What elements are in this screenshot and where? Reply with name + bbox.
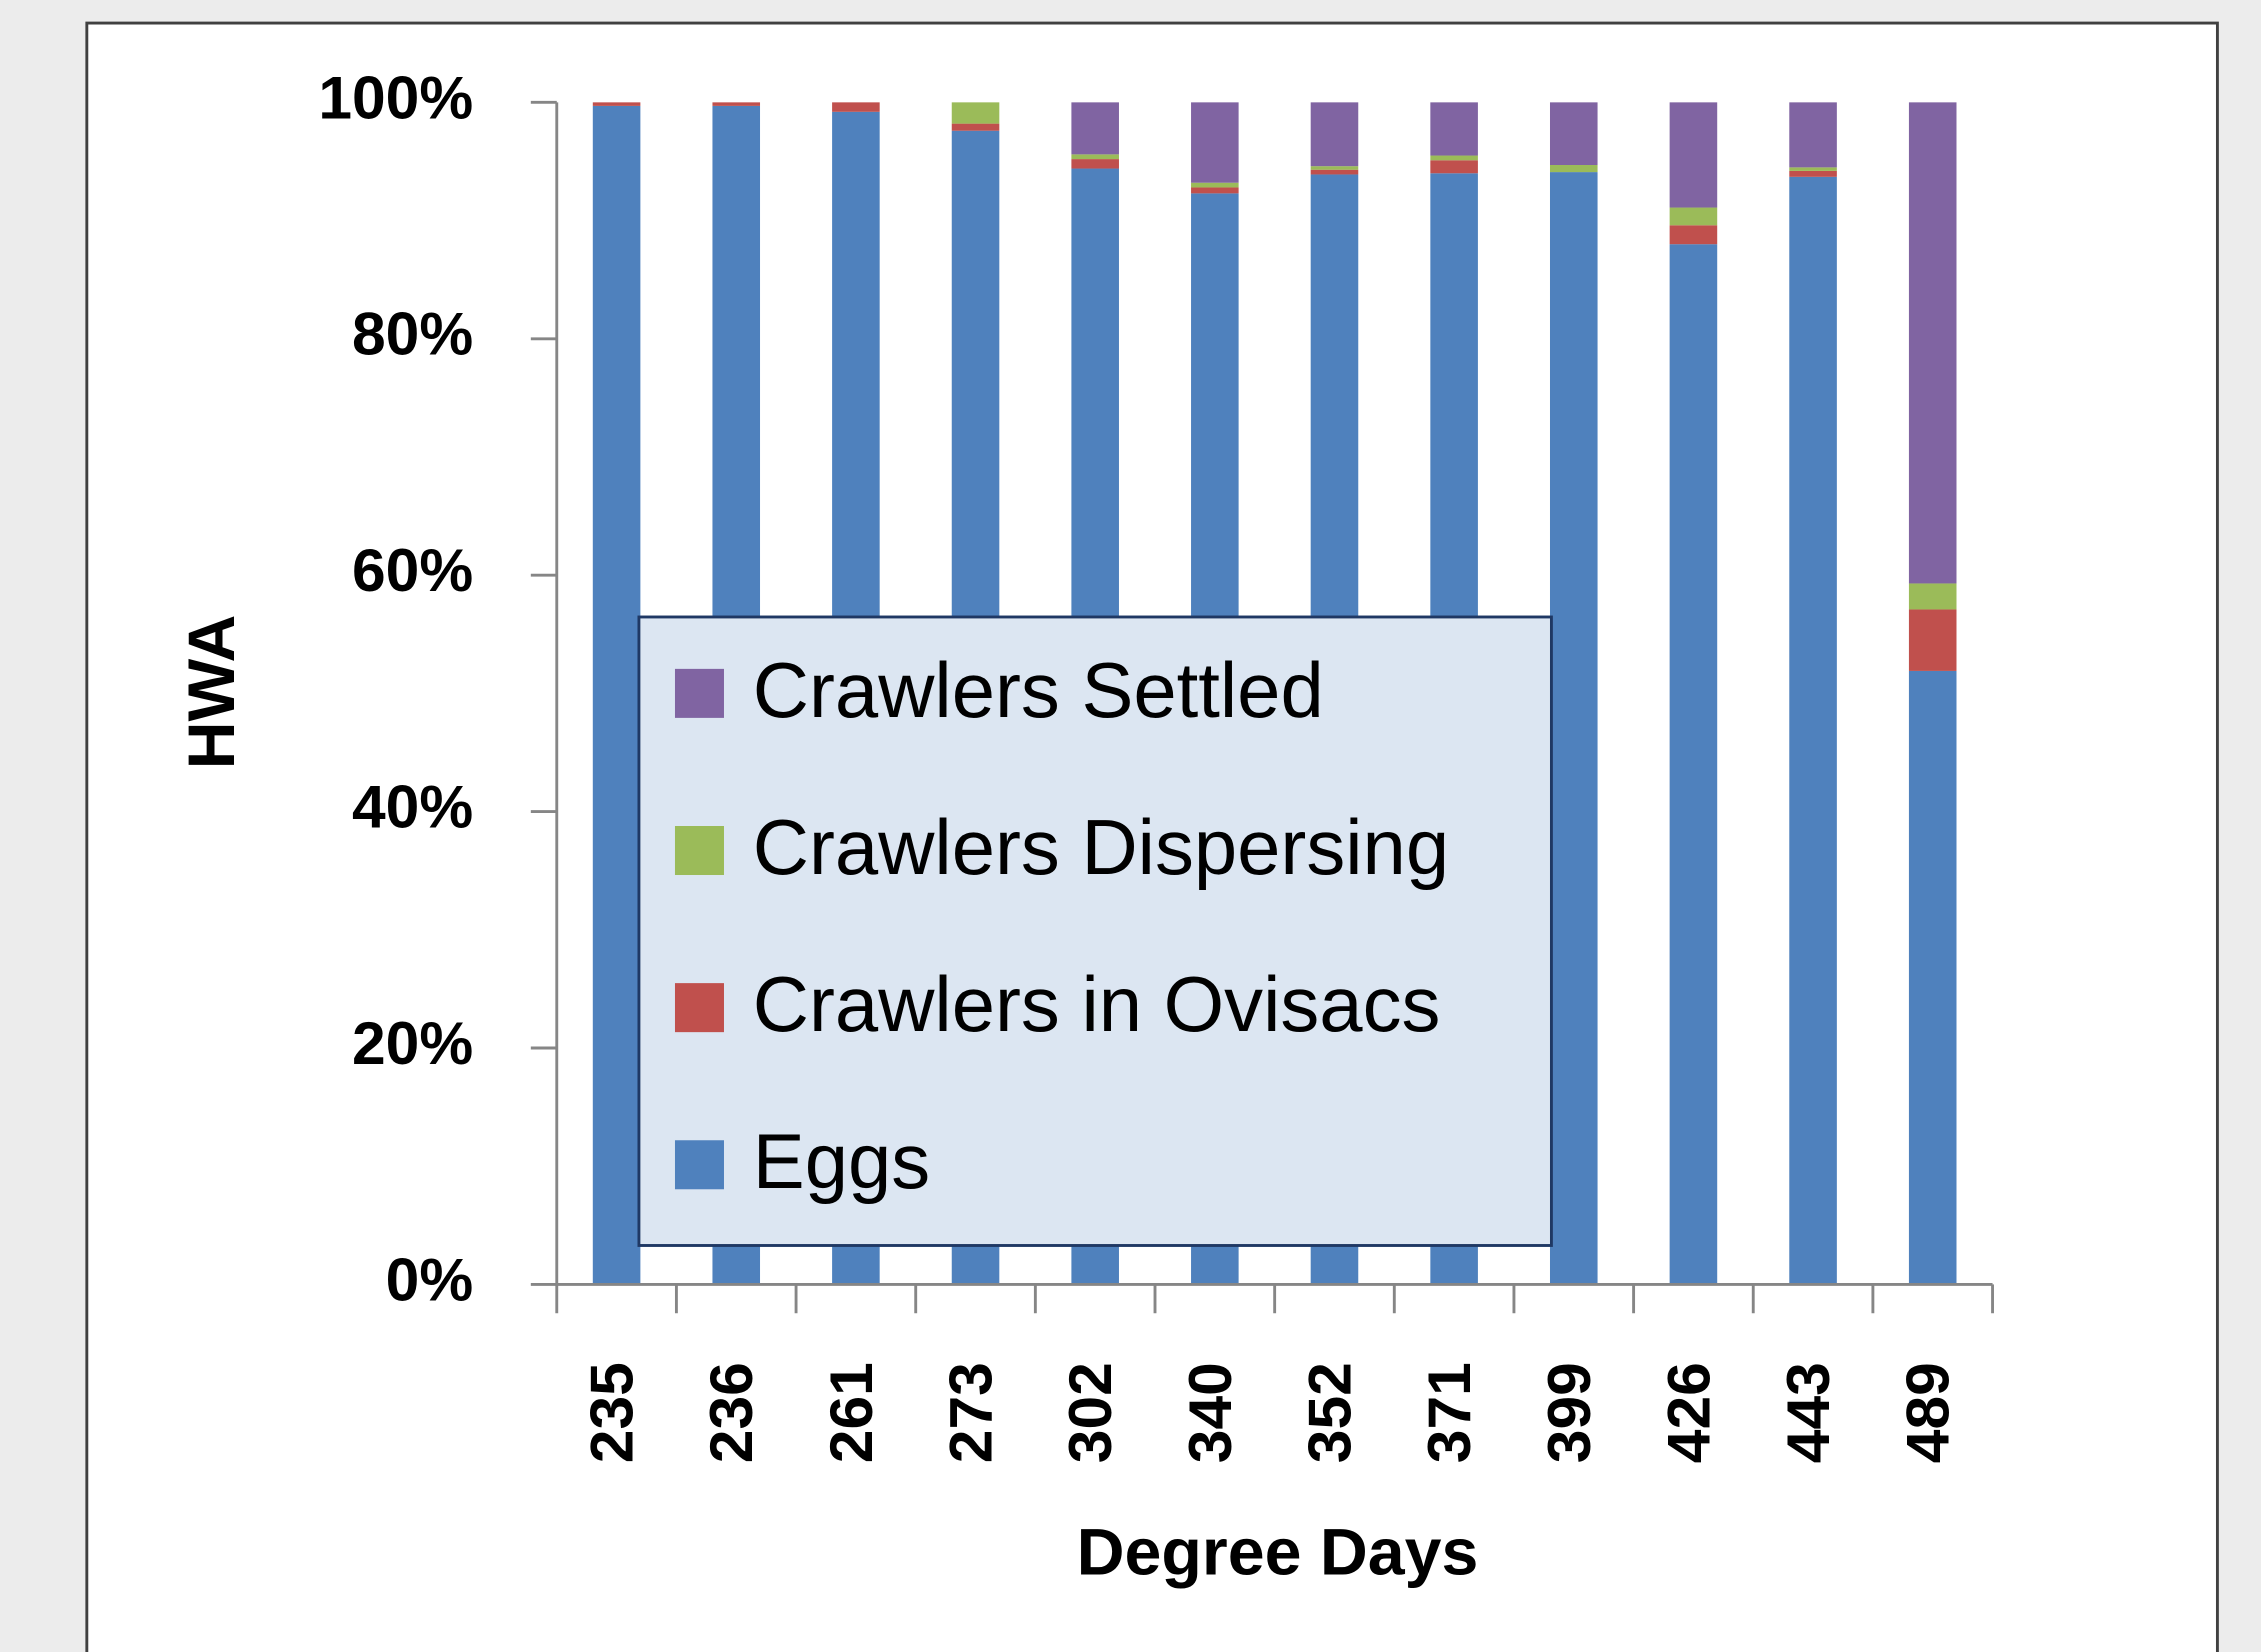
- x-tick-label: 261: [817, 1362, 885, 1463]
- x-tick-label: 273: [937, 1362, 1005, 1463]
- x-tick-label: 302: [1056, 1362, 1124, 1463]
- x-tick-label: 489: [1894, 1362, 1962, 1463]
- bar-segment: [1789, 170, 1837, 177]
- x-tick-label: 426: [1654, 1362, 1722, 1463]
- bar-segment: [1908, 102, 1957, 584]
- bar-segment: [1549, 164, 1598, 173]
- bar-segment: [1789, 102, 1837, 168]
- bar-segment: [1071, 102, 1119, 155]
- bar-segment: [1669, 207, 1718, 226]
- y-tick-label: 100%: [318, 63, 473, 131]
- y-tick-label: 80%: [352, 300, 473, 368]
- y-tick-label: 0%: [386, 1245, 474, 1313]
- bar-segment: [951, 123, 1000, 131]
- bar-segment: [832, 102, 880, 112]
- bar-segment: [951, 102, 1000, 124]
- bar-segment: [1430, 160, 1478, 174]
- legend-swatch: [674, 1140, 724, 1190]
- bar-segment: [1191, 102, 1239, 183]
- x-tick-label: 399: [1535, 1362, 1603, 1463]
- y-tick-label: 20%: [352, 1009, 473, 1077]
- bar-segment: [1430, 155, 1478, 161]
- bar-segment: [1789, 167, 1837, 171]
- x-axis-title: Degree Days: [1077, 1515, 1479, 1589]
- x-tick-label: 235: [578, 1362, 646, 1463]
- bar-segment: [1191, 182, 1239, 188]
- bar-segment: [1430, 102, 1478, 156]
- bar-segment: [1310, 169, 1359, 175]
- bar-segment: [1549, 172, 1598, 1285]
- bar-segment: [712, 102, 761, 106]
- bar-segment: [1071, 154, 1119, 160]
- legend-label: Eggs: [753, 1119, 930, 1205]
- bar-segment: [1789, 176, 1837, 1285]
- bar-segment: [592, 105, 641, 1285]
- bar-segment: [1071, 159, 1119, 169]
- bar-segment: [1310, 166, 1359, 170]
- bar-segment: [1908, 583, 1957, 610]
- legend-label: Crawlers in Ovisacs: [753, 962, 1441, 1048]
- legend-swatch: [674, 983, 724, 1033]
- bar-segment: [1669, 225, 1718, 245]
- x-tick-label: 371: [1415, 1362, 1483, 1463]
- x-tick-label: 236: [697, 1362, 765, 1463]
- bar-segment: [1908, 609, 1957, 671]
- y-tick-label: 40%: [352, 773, 473, 841]
- legend-label: Crawlers Dispersing: [753, 805, 1449, 891]
- legend-box: [637, 615, 1553, 1247]
- y-axis-title: HWA: [175, 615, 249, 770]
- bar-segment: [1191, 187, 1239, 194]
- bar-segment: [1310, 102, 1359, 167]
- bar-segment: [1669, 244, 1718, 1285]
- legend-swatch: [674, 668, 724, 718]
- bar-segment: [592, 102, 641, 106]
- bar-segment: [1908, 670, 1957, 1285]
- x-tick-label: 340: [1176, 1362, 1244, 1463]
- bar-segment: [1669, 102, 1718, 208]
- legend-swatch: [674, 826, 724, 876]
- y-tick-label: 60%: [352, 536, 473, 604]
- x-tick-label: 443: [1774, 1362, 1842, 1463]
- legend-label: Crawlers Settled: [753, 648, 1324, 734]
- x-tick-label: 352: [1295, 1362, 1363, 1463]
- bar-segment: [1549, 102, 1598, 165]
